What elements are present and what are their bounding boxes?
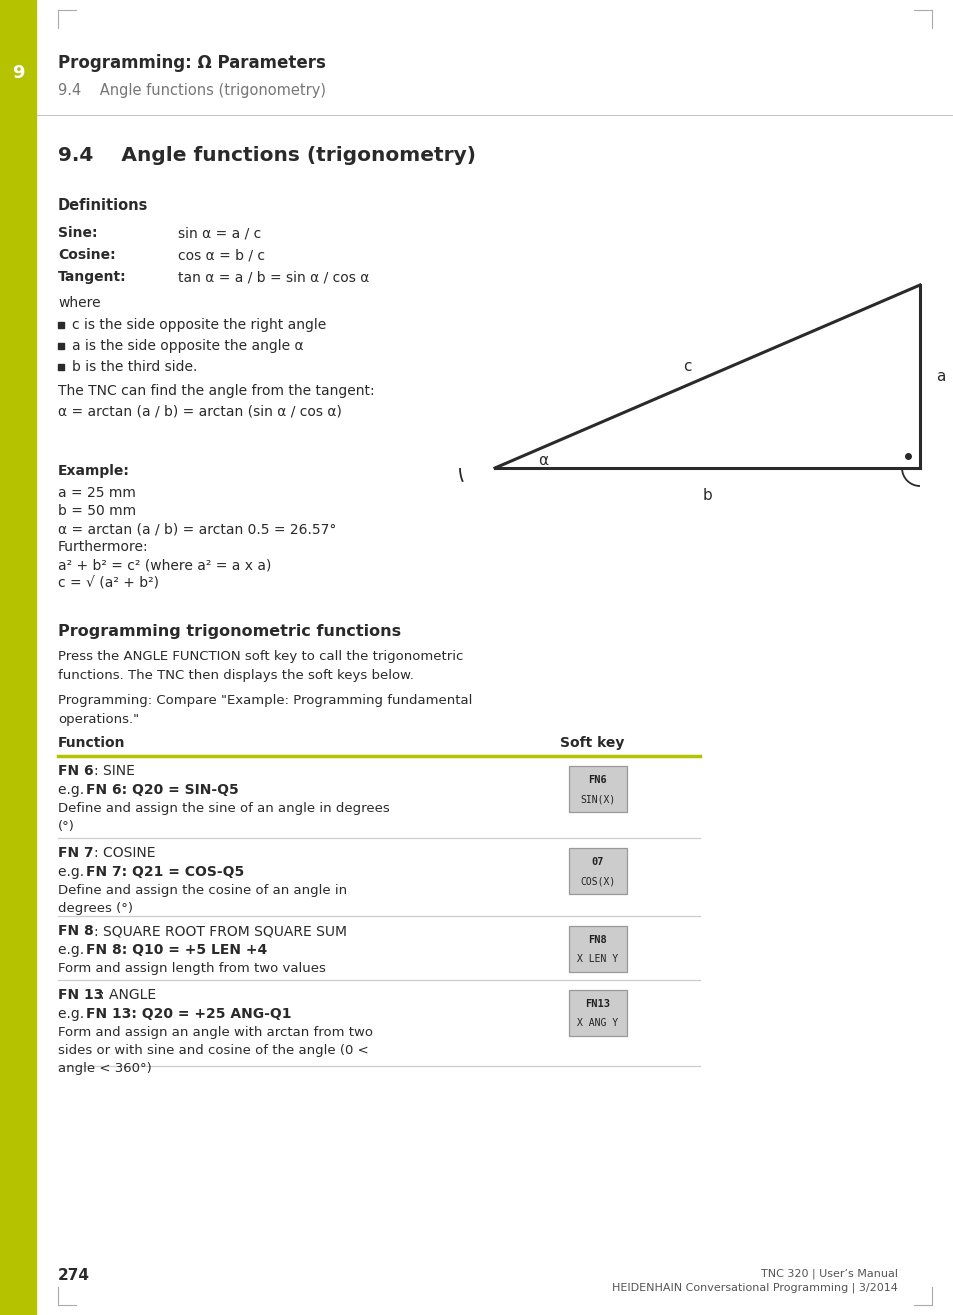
Bar [568, 926, 626, 972]
Text: COS(X): COS(X) [579, 876, 615, 886]
Text: HEIDENHAIN Conversational Programming | 3/2014: HEIDENHAIN Conversational Programming | … [612, 1282, 897, 1293]
Text: FN 13: Q20 = +25 ANG-Q1: FN 13: Q20 = +25 ANG-Q1 [86, 1007, 292, 1020]
Text: FN8: FN8 [588, 935, 607, 944]
Text: α: α [537, 452, 547, 468]
Text: 9.4    Angle functions (trigonometry): 9.4 Angle functions (trigonometry) [58, 146, 476, 164]
Text: where: where [58, 296, 100, 310]
Text: c is the side opposite the right angle: c is the side opposite the right angle [71, 318, 326, 331]
Bar [58, 343, 64, 348]
Text: FN 7: FN 7 [58, 846, 93, 860]
Text: e.g.: e.g. [58, 782, 89, 797]
Text: Function: Function [58, 736, 126, 750]
Text: FN 8: Q10 = +5 LEN +4: FN 8: Q10 = +5 LEN +4 [86, 943, 267, 957]
Text: X ANG Y: X ANG Y [577, 1018, 618, 1028]
Text: FN 6: Q20 = SIN-Q5: FN 6: Q20 = SIN-Q5 [86, 782, 238, 797]
Text: Define and assign the sine of an angle in degrees
(°): Define and assign the sine of an angle i… [58, 802, 390, 832]
Text: Definitions: Definitions [58, 199, 149, 213]
Text: 9: 9 [11, 64, 24, 82]
Text: e.g.: e.g. [58, 943, 89, 957]
Text: : COSINE: : COSINE [94, 846, 155, 860]
Bar [58, 322, 64, 327]
Text: Form and assign an angle with arctan from two
sides or with sine and cosine of t: Form and assign an angle with arctan fro… [58, 1026, 373, 1074]
Text: TNC 320 | User’s Manual: TNC 320 | User’s Manual [760, 1269, 897, 1279]
Bar [568, 767, 626, 811]
Text: α = arctan (a / b) = arctan 0.5 = 26.57°: α = arctan (a / b) = arctan 0.5 = 26.57° [58, 522, 336, 537]
Bar [58, 364, 64, 370]
Text: tan α = a / b = sin α / cos α: tan α = a / b = sin α / cos α [178, 270, 369, 284]
Text: cos α = b / c: cos α = b / c [178, 249, 265, 262]
Bar [568, 848, 626, 894]
Text: : ANGLE: : ANGLE [100, 988, 156, 1002]
Text: a² + b² = c² (where a² = a x a): a² + b² = c² (where a² = a x a) [58, 558, 271, 572]
Text: Programming: Ω Parameters: Programming: Ω Parameters [58, 54, 326, 72]
Text: Soft key: Soft key [559, 736, 623, 750]
Text: Press the ANGLE FUNCTION soft key to call the trigonometric
functions. The TNC t: Press the ANGLE FUNCTION soft key to cal… [58, 650, 463, 681]
Text: FN 6: FN 6 [58, 764, 93, 778]
Text: b is the third side.: b is the third side. [71, 360, 197, 373]
Text: Example:: Example: [58, 464, 130, 477]
Text: c = √ (a² + b²): c = √ (a² + b²) [58, 576, 159, 590]
Text: Cosine:: Cosine: [58, 249, 115, 262]
Text: FN 8: FN 8 [58, 924, 93, 938]
Text: 274: 274 [58, 1268, 90, 1283]
Text: The TNC can find the angle from the tangent:: The TNC can find the angle from the tang… [58, 384, 375, 398]
Text: SIN(X): SIN(X) [579, 794, 615, 803]
Text: FN 13: FN 13 [58, 988, 103, 1002]
Text: Furthermore:: Furthermore: [58, 540, 149, 554]
Text: e.g.: e.g. [58, 865, 89, 878]
Bar [568, 990, 626, 1036]
Text: : SQUARE ROOT FROM SQUARE SUM: : SQUARE ROOT FROM SQUARE SUM [94, 924, 347, 938]
Bar [0, 0, 36, 1315]
Text: X LEN Y: X LEN Y [577, 955, 618, 964]
Text: 07: 07 [591, 857, 603, 867]
Text: a: a [935, 370, 944, 384]
Text: sin α = a / c: sin α = a / c [178, 226, 261, 241]
Text: Form and assign length from two values: Form and assign length from two values [58, 963, 326, 974]
Text: a is the side opposite the angle α: a is the side opposite the angle α [71, 339, 303, 352]
Text: Programming trigonometric functions: Programming trigonometric functions [58, 625, 400, 639]
Text: a = 25 mm: a = 25 mm [58, 487, 135, 500]
Text: FN6: FN6 [588, 775, 607, 785]
Text: b: b [702, 488, 712, 504]
Text: e.g.: e.g. [58, 1007, 89, 1020]
Text: α = arctan (a / b) = arctan (sin α / cos α): α = arctan (a / b) = arctan (sin α / cos… [58, 404, 341, 418]
Text: c: c [682, 359, 691, 373]
Text: b = 50 mm: b = 50 mm [58, 504, 136, 518]
Text: : SINE: : SINE [94, 764, 134, 778]
Text: Tangent:: Tangent: [58, 270, 127, 284]
Text: Sine:: Sine: [58, 226, 97, 241]
Text: Define and assign the cosine of an angle in
degrees (°): Define and assign the cosine of an angle… [58, 884, 347, 915]
Text: Programming: Compare "Example: Programming fundamental
operations.": Programming: Compare "Example: Programmi… [58, 694, 472, 726]
Text: FN13: FN13 [585, 999, 610, 1009]
Text: FN 7: Q21 = COS-Q5: FN 7: Q21 = COS-Q5 [86, 865, 244, 878]
Text: 9.4    Angle functions (trigonometry): 9.4 Angle functions (trigonometry) [58, 83, 326, 97]
